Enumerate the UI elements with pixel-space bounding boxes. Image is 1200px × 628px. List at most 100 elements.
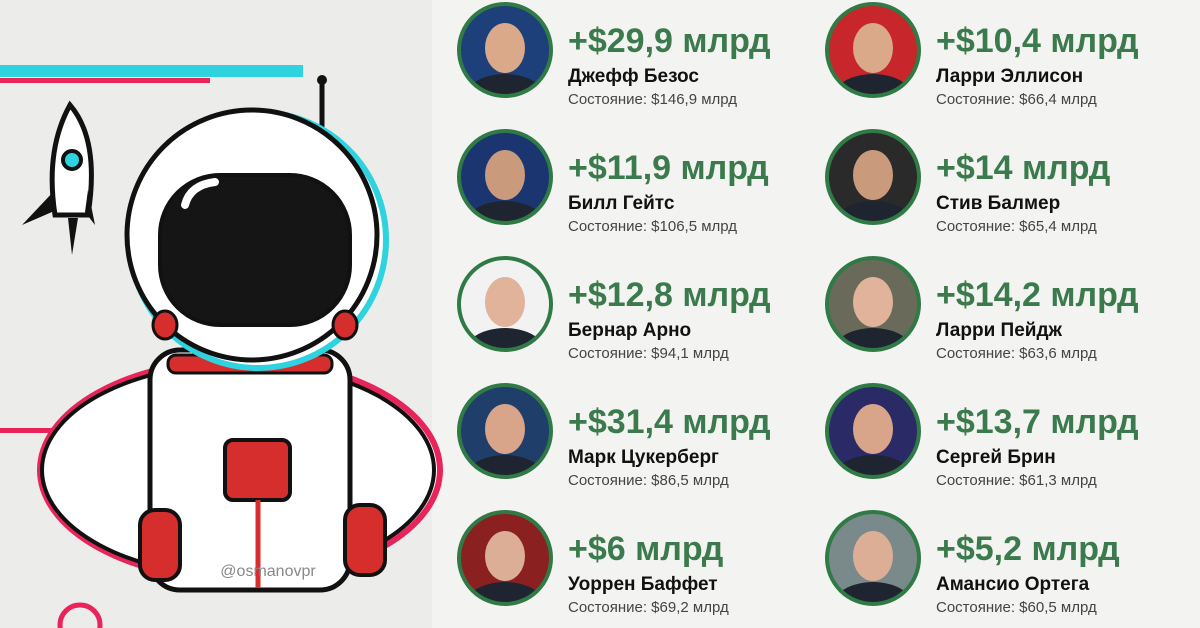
portrait-head — [485, 23, 525, 73]
person-card: +$31,4 млрд Марк Цукерберг Состояние: $86,… — [457, 383, 771, 489]
net-worth: Состояние: $94,1 млрд — [568, 345, 729, 362]
portrait-head — [853, 23, 893, 73]
person-name: Ларри Пейдж — [936, 320, 1063, 341]
person-name: Сергей Брин — [936, 447, 1056, 468]
portrait — [459, 512, 551, 604]
portrait-body — [465, 201, 545, 223]
portrait-head — [853, 150, 893, 200]
gain: +$29,9 млрд — [568, 22, 771, 60]
portrait-ring — [457, 129, 553, 225]
person-name: Амансио Ортега — [936, 574, 1090, 595]
gain: +$5,2 млрд — [936, 530, 1120, 568]
person-card: +$10,4 млрд Ларри Эллисон Состояние: $66,4… — [825, 2, 1139, 108]
net-worth: Состояние: $63,6 млрд — [936, 345, 1097, 362]
gain: +$14,2 млрд — [936, 276, 1139, 314]
rocket-fins — [22, 190, 95, 225]
portrait-ring — [825, 256, 921, 352]
antenna-tip — [317, 75, 327, 85]
billionaire-list: +$29,9 млрд Джефф Безос Состояние: $146,9 … — [457, 2, 1139, 616]
portrait — [827, 385, 919, 477]
gain: +$6 млрд — [568, 530, 723, 568]
person-card: +$12,8 млрд Бернар Арно Состояние: $94,1 м… — [457, 256, 771, 362]
cyan-stripe — [0, 65, 303, 77]
gain: +$13,7 млрд — [936, 403, 1139, 441]
portrait-ring — [825, 510, 921, 606]
portrait-head — [853, 277, 893, 327]
visor — [158, 173, 352, 327]
person-name: Стив Балмер — [936, 193, 1060, 214]
portrait-head — [485, 404, 525, 454]
portrait-ring — [457, 510, 553, 606]
portrait-head — [485, 150, 525, 200]
person-name: Ларри Эллисон — [936, 66, 1083, 87]
person-card: +$6 млрд Уоррен Баффет Состояние: $69,2 мл… — [457, 510, 729, 616]
net-worth: Состояние: $65,4 млрд — [936, 218, 1097, 235]
portrait-body — [465, 455, 545, 477]
gain: +$10,4 млрд — [936, 22, 1139, 60]
helmet-bolt — [151, 309, 179, 341]
portrait-body — [833, 328, 913, 350]
portrait — [459, 258, 551, 350]
portrait-ring — [457, 256, 553, 352]
portrait-body — [465, 582, 545, 604]
portrait-ring — [825, 383, 921, 479]
portrait-body — [465, 74, 545, 96]
portrait — [459, 385, 551, 477]
net-worth: Состояние: $66,4 млрд — [936, 91, 1097, 108]
helmet-bolt — [331, 309, 359, 341]
gain: +$12,8 млрд — [568, 276, 771, 314]
net-worth: Состояние: $106,5 млрд — [568, 218, 737, 235]
portrait-head — [485, 531, 525, 581]
gain: +$31,4 млрд — [568, 403, 771, 441]
rocket-window — [61, 149, 83, 171]
rocket-flame — [68, 218, 78, 255]
net-worth: Состояние: $60,5 млрд — [936, 599, 1097, 616]
net-worth: Состояние: $86,5 млрд — [568, 472, 729, 489]
portrait — [827, 131, 919, 223]
pink-ring — [57, 602, 103, 628]
portrait-head — [853, 531, 893, 581]
portrait-body — [465, 328, 545, 350]
person-card: +$11,9 млрд Билл Гейтс Состояние: $106,5 м… — [457, 129, 769, 235]
person-name: Билл Гейтс — [568, 193, 675, 214]
astronaut-illustration: @osmanovpr — [0, 65, 443, 628]
net-worth: Состояние: $146,9 млрд — [568, 91, 737, 108]
person-name: Джефф Безос — [568, 66, 699, 87]
portrait-body — [833, 201, 913, 223]
portrait-body — [833, 582, 913, 604]
person-card: +$29,9 млрд Джефф Безос Состояние: $146,9 … — [457, 2, 771, 108]
gain: +$11,9 млрд — [568, 149, 769, 187]
glove — [138, 508, 182, 582]
gain: +$14 млрд — [936, 149, 1110, 187]
portrait-ring — [825, 129, 921, 225]
portrait — [827, 258, 919, 350]
portrait-body — [833, 74, 913, 96]
portrait-body — [833, 455, 913, 477]
person-name: Марк Цукерберг — [568, 447, 719, 468]
portrait — [459, 131, 551, 223]
portrait-ring — [457, 383, 553, 479]
net-worth: Состояние: $61,3 млрд — [936, 472, 1097, 489]
chest-panel — [223, 438, 292, 502]
person-card: +$13,7 млрд Сергей Брин Состояние: $61,3 м… — [825, 383, 1139, 489]
person-name: Уоррен Баффет — [568, 574, 718, 595]
person-card: +$14 млрд Стив Балмер Состояние: $65,4 млр… — [825, 129, 1110, 235]
portrait-head — [853, 404, 893, 454]
net-worth: Состояние: $69,2 млрд — [568, 599, 729, 616]
portrait — [459, 4, 551, 96]
visor-shine — [181, 178, 219, 209]
portrait — [827, 4, 919, 96]
portrait — [827, 512, 919, 604]
person-card: +$14,2 млрд Ларри Пейдж Состояние: $63,6 м… — [825, 256, 1139, 362]
portrait-head — [485, 277, 525, 327]
portrait-ring — [825, 2, 921, 98]
watermark: @osmanovpr — [220, 563, 316, 580]
pink-stripe — [0, 78, 210, 83]
pink-stripe — [0, 428, 70, 433]
portrait-ring — [457, 2, 553, 98]
person-name: Бернар Арно — [568, 320, 691, 341]
person-card: +$5,2 млрд Амансио Ортега Состояние: $60,5… — [825, 510, 1120, 616]
glove — [343, 503, 387, 577]
